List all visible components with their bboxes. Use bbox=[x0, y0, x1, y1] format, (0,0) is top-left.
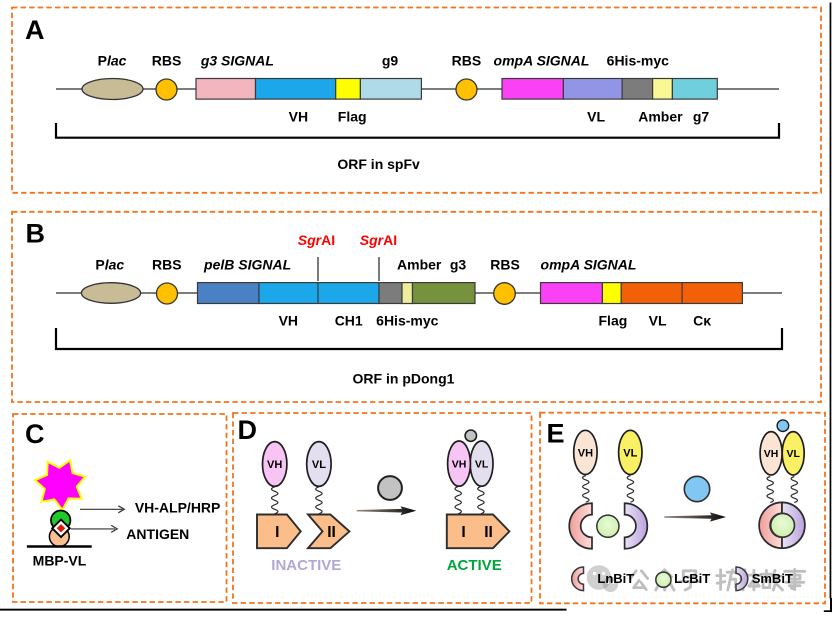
svg-text:VL: VL bbox=[312, 459, 326, 471]
svg-text:SgrAI: SgrAI bbox=[360, 232, 397, 248]
svg-text:VH: VH bbox=[289, 109, 308, 125]
svg-text:RBS: RBS bbox=[152, 52, 182, 68]
svg-text:g9: g9 bbox=[382, 52, 399, 68]
svg-text:RBS: RBS bbox=[452, 52, 482, 68]
svg-text:MBP-VL: MBP-VL bbox=[33, 553, 87, 569]
svg-text:LnBiT: LnBiT bbox=[597, 571, 634, 586]
svg-text:VH: VH bbox=[267, 459, 282, 471]
svg-text:RBS: RBS bbox=[152, 257, 182, 273]
svg-text:ompA SIGNAL: ompA SIGNAL bbox=[494, 52, 590, 68]
svg-text:ANTIGEN: ANTIGEN bbox=[126, 526, 189, 542]
svg-text:Plac: Plac bbox=[95, 257, 124, 273]
svg-text:LcBiT: LcBiT bbox=[674, 571, 710, 586]
svg-text:D: D bbox=[238, 415, 258, 445]
svg-text:g3: g3 bbox=[450, 257, 467, 273]
svg-text:pelB SIGNAL: pelB SIGNAL bbox=[203, 257, 291, 273]
svg-text:Amber: Amber bbox=[638, 109, 683, 125]
svg-text:VL: VL bbox=[623, 447, 637, 459]
svg-text:SgrAI: SgrAI bbox=[298, 232, 335, 248]
svg-text:ACTIVE: ACTIVE bbox=[447, 557, 502, 574]
svg-text:ompA SIGNAL: ompA SIGNAL bbox=[541, 257, 637, 273]
svg-text:VH: VH bbox=[279, 312, 298, 328]
svg-text:II: II bbox=[484, 524, 493, 541]
svg-text:Plac: Plac bbox=[98, 52, 127, 68]
svg-text:I: I bbox=[275, 524, 279, 541]
svg-text:RBS: RBS bbox=[490, 257, 520, 273]
svg-text:VH-ALP/HRP: VH-ALP/HRP bbox=[135, 499, 221, 515]
svg-text:VL: VL bbox=[786, 448, 800, 460]
svg-text:C: C bbox=[25, 419, 45, 449]
svg-text:Amber: Amber bbox=[397, 257, 442, 273]
svg-text:VL: VL bbox=[475, 458, 489, 470]
svg-text:6His-myc: 6His-myc bbox=[607, 52, 669, 68]
svg-text:II: II bbox=[327, 524, 336, 541]
svg-text:A: A bbox=[25, 15, 45, 45]
svg-text:Cκ: Cκ bbox=[693, 312, 711, 328]
svg-text:VL: VL bbox=[587, 109, 605, 125]
svg-text:I: I bbox=[461, 524, 465, 541]
svg-text:B: B bbox=[26, 219, 46, 249]
svg-text:Flag: Flag bbox=[338, 109, 367, 125]
svg-text:VL: VL bbox=[649, 312, 667, 328]
svg-text:g7: g7 bbox=[693, 109, 710, 125]
svg-text:ORF in spFv: ORF in spFv bbox=[337, 156, 420, 172]
svg-text:ORF in pDong1: ORF in pDong1 bbox=[353, 371, 455, 387]
svg-text:VH: VH bbox=[578, 447, 593, 459]
svg-text:g3 SIGNAL: g3 SIGNAL bbox=[200, 52, 274, 68]
svg-text:SmBiT: SmBiT bbox=[752, 571, 793, 586]
svg-text:6His-myc: 6His-myc bbox=[376, 312, 438, 328]
svg-text:E: E bbox=[547, 419, 565, 449]
svg-text:CH1: CH1 bbox=[335, 312, 363, 328]
svg-text:VH: VH bbox=[452, 458, 467, 470]
svg-text:VH: VH bbox=[764, 448, 779, 460]
svg-text:Flag: Flag bbox=[599, 312, 628, 328]
svg-text:INACTIVE: INACTIVE bbox=[271, 557, 341, 574]
